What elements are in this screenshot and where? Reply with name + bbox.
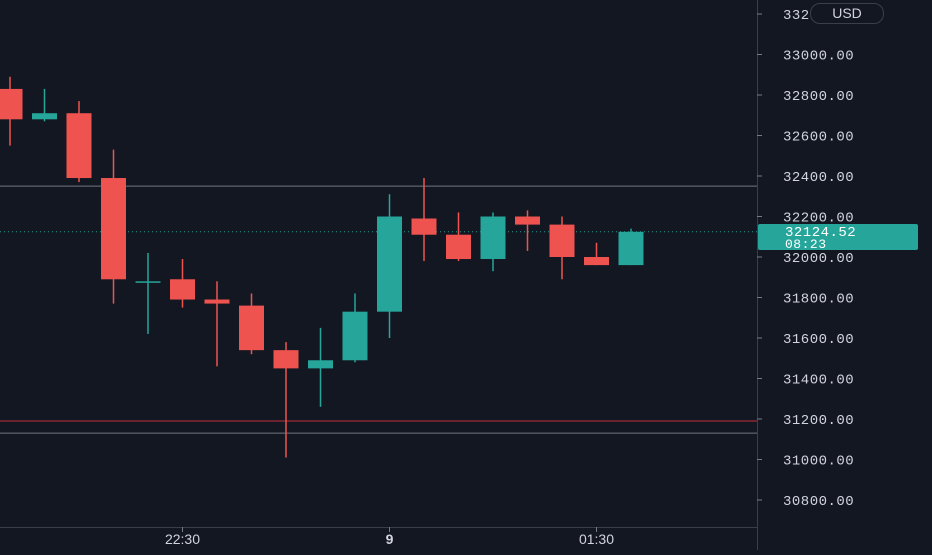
last-price-value: 32124.52 [785, 225, 857, 241]
candle-body [618, 231, 644, 266]
last-price-countdown: 08:23 [785, 237, 827, 252]
candle-body [273, 350, 299, 369]
y-tick-label: 31200.00 [783, 413, 854, 429]
y-tick-label: 31800.00 [783, 292, 854, 308]
candle-body [66, 113, 92, 179]
y-tick-label: 30800.00 [783, 494, 854, 510]
candle-body [170, 279, 195, 300]
y-tick-label: 33000.00 [783, 49, 854, 65]
candle-body [549, 224, 575, 257]
candle-body [204, 299, 230, 304]
x-tick-label: 22:30 [165, 531, 200, 547]
candle-body [480, 216, 506, 260]
candle-body [101, 178, 126, 280]
candle-body [515, 216, 540, 225]
candle-body [135, 281, 161, 283]
candle-body [411, 218, 437, 235]
candle-body [377, 216, 402, 312]
candle-body [239, 305, 264, 351]
x-tick-label: 01:30 [579, 531, 614, 547]
candle-body [0, 88, 23, 120]
y-tick-label: 31000.00 [783, 454, 854, 470]
candle-body [308, 360, 333, 369]
y-tick-label: 32400.00 [783, 170, 854, 186]
y-tick-label: 32600.00 [783, 130, 854, 146]
candle-body [584, 257, 609, 266]
candle-body [32, 113, 57, 120]
y-tick-label: 32800.00 [783, 89, 854, 105]
y-tick-label: 32000.00 [783, 251, 854, 267]
y-tick-label: 31400.00 [783, 373, 854, 389]
y-tick-label: 31600.00 [783, 332, 854, 348]
currency-badge[interactable]: USD [810, 3, 884, 24]
last-price-tag: 32124.52 08:23 [758, 224, 918, 252]
candle-body [342, 311, 368, 361]
candle-body [446, 234, 471, 260]
x-tick-label: 9 [386, 531, 394, 547]
y-tick-label: 32200.00 [783, 211, 854, 227]
